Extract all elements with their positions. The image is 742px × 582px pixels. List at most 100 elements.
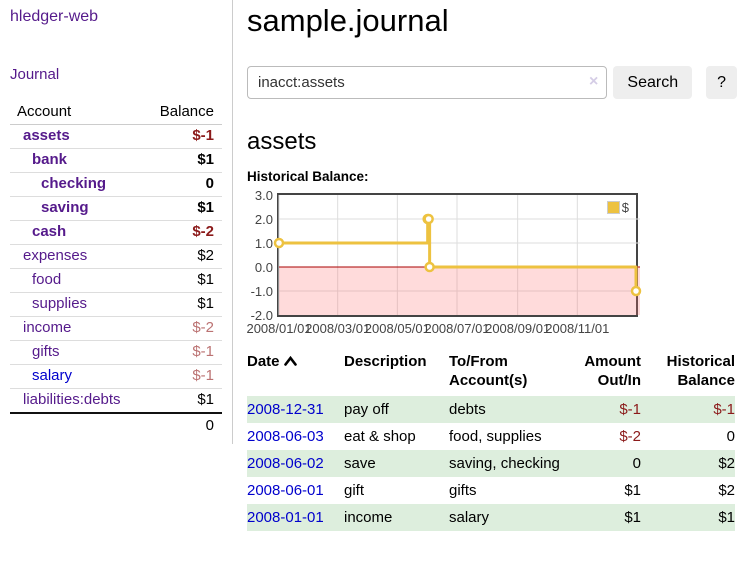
transaction-row: 2008-01-01 income salary $1 $1 — [247, 504, 735, 531]
account-link-food[interactable]: food — [32, 271, 62, 288]
x-tick-label: 2008/09/01 — [485, 321, 551, 336]
account-balance: $1 — [140, 196, 222, 221]
account-link-supplies[interactable]: supplies — [32, 295, 88, 312]
account-link-expenses[interactable]: expenses — [23, 247, 88, 264]
transaction-date-link[interactable]: 2008-06-03 — [247, 428, 324, 445]
accounts-table: Account Balance assets $-1 bank $1 checking 0… — [10, 100, 222, 438]
account-row: expenses $2 — [10, 244, 222, 269]
account-row: bank $1 — [10, 148, 222, 173]
transaction-balance: $2 — [718, 482, 735, 499]
register-table: Date Description To/From Account(s) Amou… — [247, 350, 735, 531]
register-table-body: 2008-12-31 pay off debts $-1 $-1 2008-06-03 ea… — [247, 396, 735, 531]
transaction-accounts: debts — [449, 396, 561, 423]
account-name-cell: expenses — [10, 244, 141, 269]
search-button[interactable]: Search — [613, 66, 693, 99]
account-balance: $-1 — [140, 124, 222, 149]
transaction-amount: 0 — [561, 450, 641, 477]
account-link-bank[interactable]: bank — [32, 151, 68, 168]
y-tick-label: 3.0 — [254, 188, 273, 203]
transaction-amount: $1 — [561, 504, 641, 531]
account-balance: $-1 — [140, 364, 222, 389]
account-row: assets $-1 — [10, 124, 222, 149]
transaction-date-cell: 2008-06-02 — [247, 450, 344, 477]
account-row: gifts $-1 — [10, 340, 222, 365]
account-balance: $2 — [140, 244, 222, 269]
transaction-date-cell: 2008-01-01 — [247, 504, 344, 531]
chart-plot-wrap: $ 2008/01/01 2008/03/01 2008/05/01 2008/07/… — [246, 193, 642, 336]
account-name-cell: saving — [10, 196, 141, 221]
register-header-date-label: Date — [247, 353, 280, 370]
chart-title: Historical Balance: — [247, 169, 369, 184]
transaction-balance: $-1 — [641, 396, 735, 423]
account-row: salary $-1 — [10, 364, 222, 389]
account-balance: $1 — [140, 148, 222, 173]
transaction-description: save — [344, 450, 449, 477]
transaction-date-link[interactable]: 2008-01-01 — [247, 509, 324, 526]
chart-plot-area: $ — [273, 193, 642, 317]
transaction-description: income — [344, 504, 449, 531]
account-link-income[interactable]: income — [23, 319, 72, 336]
account-balance: $-2 — [140, 220, 222, 245]
transaction-description: pay off — [344, 396, 449, 423]
y-tick-label: 1.0 — [254, 236, 273, 251]
account-name-cell: assets — [10, 124, 141, 149]
account-link-saving[interactable]: saving — [41, 199, 89, 216]
account-name-cell: checking — [10, 172, 141, 197]
account-link-assets[interactable]: assets — [23, 127, 70, 144]
transaction-date-link[interactable]: 2008-06-01 — [247, 482, 324, 499]
x-tick-label: 2008/11/01 — [545, 321, 610, 336]
account-row: income $-2 — [10, 316, 222, 341]
y-tick-label: -1.0 — [250, 284, 273, 299]
transaction-date-link[interactable]: 2008-12-31 — [247, 401, 324, 418]
account-row: checking 0 — [10, 172, 222, 197]
accounts-total-value: 0 — [140, 412, 222, 438]
accounts-table-body: assets $-1 bank $1 checking 0 saving $1 cash $-2 e… — [10, 124, 222, 414]
account-balance: $1 — [140, 268, 222, 293]
y-tick-label: -2.0 — [250, 308, 273, 323]
account-link-liabilities-debts[interactable]: liabilities:debts — [23, 391, 121, 408]
account-link-gifts[interactable]: gifts — [32, 343, 60, 360]
search-input[interactable] — [247, 66, 608, 99]
historical-balance-chart: 3.0 2.0 1.0 0.0 -1.0 -2.0 $ 2008/01/01 2008/03… — [246, 188, 642, 336]
brand-link[interactable]: hledger-web — [10, 8, 99, 25]
register-header-row: Date Description To/From Account(s) Amou… — [247, 350, 735, 396]
account-row: saving $1 — [10, 196, 222, 221]
x-tick-label: 2008/07/01 — [424, 321, 490, 336]
help-button[interactable]: ? — [706, 66, 737, 99]
account-balance: $-1 — [140, 340, 222, 365]
register-header-balance: Historical Balance — [666, 353, 735, 389]
account-balance: 0 — [140, 172, 222, 197]
transaction-accounts: salary — [449, 504, 561, 531]
transaction-accounts: saving, checking — [449, 450, 561, 477]
search-form: × Search ? — [247, 66, 737, 99]
transaction-amount: $1 — [624, 482, 641, 499]
search-box: × — [247, 66, 608, 99]
x-tick-label: 2008/03/01 — [305, 321, 371, 336]
transaction-description: eat & shop — [344, 428, 416, 445]
account-balance: $1 — [140, 292, 222, 317]
account-name-cell: gifts — [10, 340, 141, 365]
accounts-total-row: 0 — [10, 412, 222, 438]
accounts-header-balance: Balance — [140, 100, 222, 125]
account-link-checking[interactable]: checking — [41, 175, 107, 192]
account-row: food $1 — [10, 268, 222, 293]
clear-search-icon[interactable]: × — [589, 73, 599, 90]
chart-legend: $ — [606, 200, 629, 215]
account-name-cell: cash — [10, 220, 141, 245]
transaction-row: 2008-06-03 eat & shop food, supplies $-2 0 — [247, 423, 735, 450]
legend-swatch-icon — [606, 201, 620, 214]
page-title: sample.journal — [247, 3, 449, 38]
register-header-date[interactable]: Date — [247, 350, 344, 396]
accounts-total-spacer — [10, 412, 141, 438]
transaction-description: gift — [344, 482, 365, 499]
journal-link[interactable]: Journal — [10, 66, 60, 83]
account-link-salary[interactable]: salary — [32, 367, 73, 384]
transaction-date-link[interactable]: 2008-06-02 — [247, 455, 324, 472]
accounts-header-account: Account — [10, 100, 141, 125]
account-link-cash[interactable]: cash — [32, 223, 67, 240]
account-row: cash $-2 — [10, 220, 222, 245]
account-title: assets — [247, 128, 317, 155]
transaction-amount: $-1 — [561, 396, 641, 423]
x-tick-label: 2008/01/01 — [246, 321, 312, 336]
account-row: liabilities:debts $1 — [10, 388, 222, 414]
